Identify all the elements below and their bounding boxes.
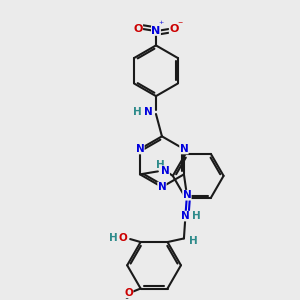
Text: N: N	[181, 211, 190, 221]
Text: O: O	[169, 24, 178, 34]
Text: N: N	[144, 107, 153, 118]
Text: N: N	[182, 190, 191, 200]
Text: O: O	[124, 288, 133, 298]
Text: H: H	[188, 236, 197, 246]
Text: O: O	[134, 24, 143, 34]
Text: H: H	[157, 160, 165, 170]
Text: O: O	[118, 232, 127, 243]
Text: N: N	[161, 166, 170, 176]
Text: N: N	[136, 144, 144, 154]
Text: H: H	[192, 211, 201, 221]
Text: H: H	[110, 232, 118, 243]
Text: N: N	[151, 26, 160, 35]
Text: $^{+}$: $^{+}$	[158, 20, 165, 28]
Text: H: H	[133, 107, 142, 118]
Text: N: N	[180, 144, 188, 154]
Text: $^{-}$: $^{-}$	[177, 19, 184, 28]
Text: N: N	[158, 182, 166, 192]
